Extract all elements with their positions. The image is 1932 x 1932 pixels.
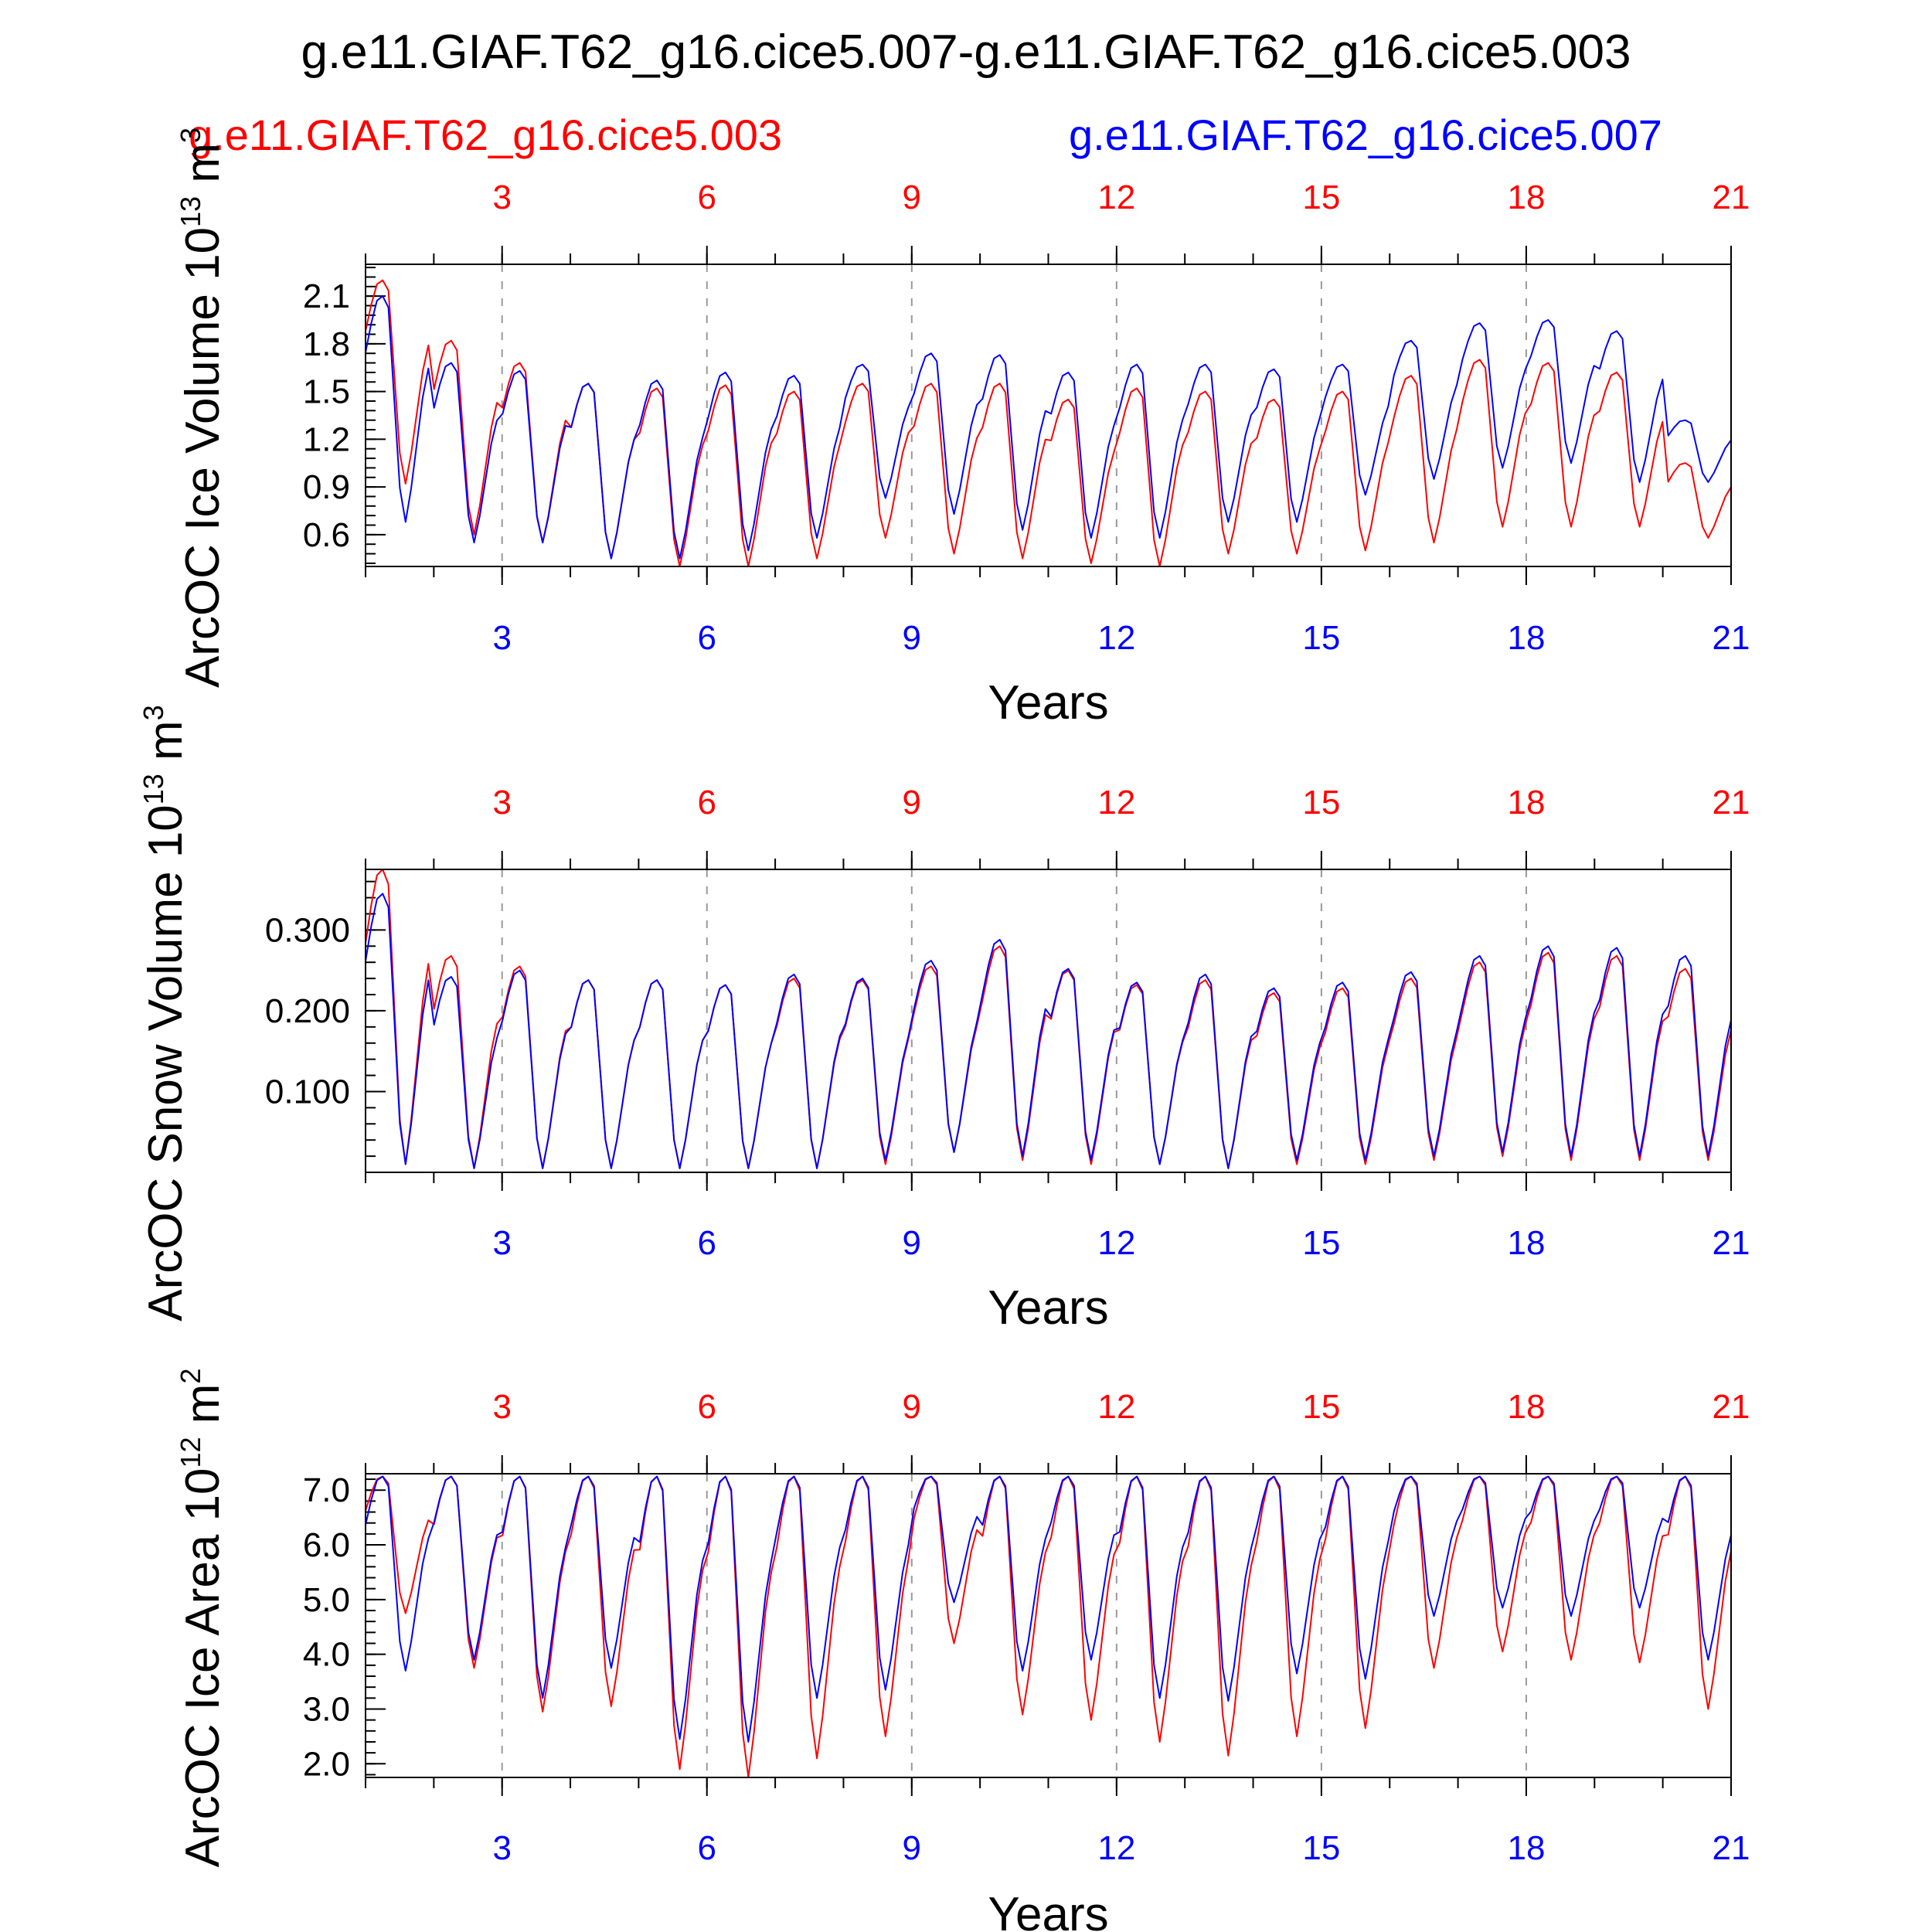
x-tick-label-bottom: 21 bbox=[1713, 619, 1750, 657]
x-tick-label-top: 21 bbox=[1713, 784, 1750, 821]
x-tick-label-bottom: 9 bbox=[903, 1224, 921, 1262]
y-tick-label: 0.300 bbox=[265, 911, 350, 949]
x-tick-label-bottom: 3 bbox=[492, 619, 511, 657]
series-line-red bbox=[365, 1475, 1732, 1778]
y-tick-label: 4.0 bbox=[303, 1636, 350, 1674]
series-line-blue bbox=[365, 295, 1732, 560]
x-tick-label-top: 12 bbox=[1097, 179, 1135, 216]
x-tick-label-top: 12 bbox=[1097, 1388, 1135, 1426]
series-line-blue bbox=[365, 1475, 1732, 1743]
y-tick-label: 7.0 bbox=[303, 1471, 350, 1509]
x-tick-label-top: 21 bbox=[1713, 179, 1750, 216]
x-tick-label-bottom: 18 bbox=[1507, 1829, 1545, 1867]
y-tick-label: 2.1 bbox=[303, 277, 350, 315]
y-tick-label: 1.2 bbox=[303, 420, 350, 458]
x-tick-label-bottom: 15 bbox=[1302, 1224, 1340, 1262]
x-tick-label-top: 3 bbox=[492, 1388, 511, 1426]
chart-panels: 3 3 6 6 9 9 12 12 15 15 18 18 21 21 0.6 0.9 1.2 1.5 1.8 2.1… bbox=[138, 128, 1750, 1932]
x-tick-label-top: 21 bbox=[1713, 1388, 1750, 1426]
y-tick-label: 0.100 bbox=[265, 1073, 350, 1111]
y-tick-label: 6.0 bbox=[303, 1526, 350, 1564]
x-tick-label-top: 18 bbox=[1507, 1388, 1545, 1426]
x-tick-label-top: 18 bbox=[1507, 179, 1545, 216]
chart-panel-1: 3 3 6 6 9 9 12 12 15 15 18 18 21 21 0.6 0.9 1.2 1.5 1.8 2.1… bbox=[175, 128, 1750, 730]
plot-frame bbox=[365, 1473, 1732, 1778]
x-axis-title: Years bbox=[988, 1281, 1108, 1335]
x-tick-label-bottom: 9 bbox=[903, 619, 921, 657]
y-tick-label: 0.9 bbox=[303, 468, 350, 506]
x-tick-label-top: 9 bbox=[903, 784, 921, 821]
y-tick-label: 0.200 bbox=[265, 992, 350, 1030]
y-axis-title: ArcOC Ice Volume 1013 m3 bbox=[175, 128, 230, 688]
y-tick-label: 3.0 bbox=[303, 1690, 350, 1728]
x-tick-label-bottom: 3 bbox=[492, 1224, 511, 1262]
chart-panel-2: 3 3 6 6 9 9 12 12 15 15 18 18 21 21 0.100 0.200 0.300 Yea… bbox=[138, 705, 1750, 1335]
x-tick-label-bottom: 18 bbox=[1507, 1224, 1545, 1262]
y-tick-label: 5.0 bbox=[303, 1581, 350, 1619]
x-tick-label-bottom: 6 bbox=[698, 1829, 716, 1867]
figure-title: g.e11.GIAF.T62_g16.cice5.007-g.e11.GIAF.… bbox=[301, 26, 1631, 79]
y-axis-title: ArcOC Snow Volume 1013 m3 bbox=[138, 705, 192, 1321]
x-axis-title: Years bbox=[988, 1888, 1108, 1932]
x-tick-label-bottom: 21 bbox=[1713, 1829, 1750, 1867]
legend-label-blue: g.e11.GIAF.T62_g16.cice5.007 bbox=[1069, 111, 1662, 159]
x-tick-label-bottom: 12 bbox=[1097, 1224, 1135, 1262]
x-tick-label-top: 18 bbox=[1507, 784, 1545, 821]
plot-frame bbox=[365, 264, 1732, 567]
x-tick-label-bottom: 18 bbox=[1507, 619, 1545, 657]
x-tick-label-top: 15 bbox=[1302, 179, 1340, 216]
x-tick-label-bottom: 6 bbox=[698, 1224, 716, 1262]
y-tick-label: 2.0 bbox=[303, 1745, 350, 1783]
series-line-red bbox=[365, 869, 1732, 1169]
x-tick-label-top: 12 bbox=[1097, 784, 1135, 821]
x-tick-label-bottom: 12 bbox=[1097, 1829, 1135, 1867]
y-tick-label: 0.6 bbox=[303, 516, 350, 554]
chart-panel-3: 3 3 6 6 9 9 12 12 15 15 18 18 21 21 2.0 3.0 4.0 5.0 6.0 7.0… bbox=[175, 1369, 1750, 1932]
x-tick-label-bottom: 21 bbox=[1713, 1224, 1750, 1262]
x-tick-label-bottom: 15 bbox=[1302, 619, 1340, 657]
plot-frame bbox=[365, 869, 1732, 1173]
legend-label-red: g.e11.GIAF.T62_g16.cice5.003 bbox=[189, 111, 782, 159]
y-tick-label: 1.5 bbox=[303, 373, 350, 411]
x-tick-label-bottom: 12 bbox=[1097, 619, 1135, 657]
x-tick-label-bottom: 3 bbox=[492, 1829, 511, 1867]
x-tick-label-top: 15 bbox=[1302, 1388, 1340, 1426]
x-tick-label-top: 9 bbox=[903, 1388, 921, 1426]
y-tick-label: 1.8 bbox=[303, 325, 350, 363]
x-tick-label-top: 6 bbox=[698, 784, 716, 821]
x-tick-label-bottom: 15 bbox=[1302, 1829, 1340, 1867]
x-tick-label-top: 15 bbox=[1302, 784, 1340, 821]
x-tick-label-bottom: 6 bbox=[698, 619, 716, 657]
x-tick-label-bottom: 9 bbox=[903, 1829, 921, 1867]
x-axis-title: Years bbox=[988, 676, 1108, 730]
x-tick-label-top: 3 bbox=[492, 179, 511, 216]
x-tick-label-top: 9 bbox=[903, 179, 921, 216]
y-axis-title: ArcOC Ice Area 1012 m2 bbox=[175, 1369, 230, 1868]
series-line-blue bbox=[365, 893, 1732, 1169]
x-tick-label-top: 6 bbox=[698, 1388, 716, 1426]
x-tick-label-top: 6 bbox=[698, 179, 716, 216]
x-tick-label-top: 3 bbox=[492, 784, 511, 821]
